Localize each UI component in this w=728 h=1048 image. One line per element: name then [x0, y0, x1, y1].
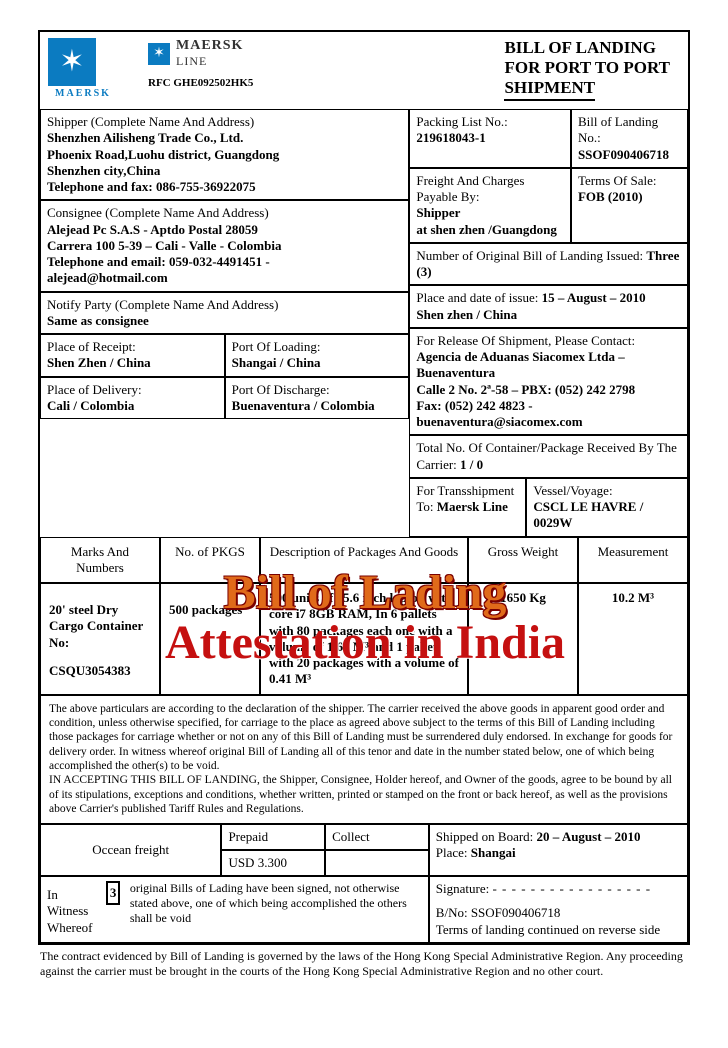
cargo-h3: Description of Packages And Goods: [260, 537, 468, 584]
cargo-pkgs: 500 packages: [160, 583, 260, 695]
left-col: Shipper (Complete Name And Address) Shen…: [40, 109, 409, 537]
cargo-h2: No. of PKGS: [160, 537, 260, 584]
top-grid: Shipper (Complete Name And Address) Shen…: [40, 109, 688, 537]
footer-text: The contract evidenced by Bill of Landin…: [38, 945, 690, 979]
loading-cell: Port Of Loading: Shangai / China: [225, 334, 410, 377]
trans-cell: For Transshipment To: Maersk Line: [409, 478, 526, 537]
doc-title: BILL OF LANDING FOR PORT TO PORT SHIPMEN…: [504, 38, 680, 101]
occean-cell: Occean freight: [40, 824, 221, 877]
document: ✶ MAERSK ✶ MAERSK LINE RFC GHE092502HK5 …: [0, 0, 728, 999]
collect-hdr: Collect: [325, 824, 429, 850]
cargo-h1: Marks And Numbers: [40, 537, 160, 584]
collect-empty: [325, 850, 429, 876]
issue-cell: Place and date of issue: 15 – August – 2…: [409, 285, 688, 328]
usd-cell: USD 3.300: [221, 850, 325, 876]
release-cell: For Release Of Shipment, Please Contact:…: [409, 328, 688, 436]
totcont-cell: Total No. Of Container/Package Received …: [409, 435, 688, 478]
cargo-desc: 500 units of 15.6 inch laptop with core …: [260, 583, 468, 695]
star-icon-small: ✶: [153, 45, 165, 62]
cargo-meas: 10.2 M³: [578, 583, 688, 695]
maersk-logo-left: ✶ MAERSK: [48, 38, 118, 99]
star-icon: ✶: [59, 47, 84, 77]
form-border: ✶ MAERSK ✶ MAERSK LINE RFC GHE092502HK5 …: [38, 30, 690, 945]
header: ✶ MAERSK ✶ MAERSK LINE RFC GHE092502HK5 …: [40, 32, 688, 109]
discharge-cell: Port Of Discharge: Buenaventura / Colomb…: [225, 377, 410, 420]
tos-cell: Terms Of Sale: FOB (2010): [571, 168, 688, 243]
receipt-cell: Place of Receipt: Shen Zhen / China: [40, 334, 225, 377]
consignee-cell: Consignee (Complete Name And Address) Al…: [40, 200, 409, 291]
cargo-marks: 20' steel Dry Cargo Container No: CSQU30…: [40, 583, 160, 695]
prepaid-hdr: Prepaid: [221, 824, 325, 850]
witness-count: 3: [106, 881, 120, 905]
bottom-grid: Occean freight Prepaid Collect Shipped o…: [40, 824, 688, 943]
shipper-cell: Shipper (Complete Name And Address) Shen…: [40, 109, 409, 200]
vessel-cell: Vessel/Voyage: CSCL LE HAVRE / 0029W: [526, 478, 688, 537]
notify-cell: Notify Party (Complete Name And Address)…: [40, 292, 409, 335]
cargo-table: Marks And Numbers No. of PKGS Descriptio…: [40, 537, 688, 695]
maersk-line-logo: ✶ MAERSK LINE RFC GHE092502HK5: [118, 38, 288, 89]
shipped-cell: Shipped on Board: 20 – August – 2010 Pla…: [429, 824, 688, 877]
right-col: Packing List No.: 219618043-1 Bill of La…: [409, 109, 688, 537]
orig-cell: Number of Original Bill of Landing Issue…: [409, 243, 688, 286]
freight-cell: Freight And Charges Payable By: Shipper …: [409, 168, 571, 243]
bolno-cell: Bill of Landing No.: SSOF090406718: [571, 109, 688, 168]
brand-text: MAERSK: [48, 88, 118, 99]
brand2-sub: LINE: [176, 54, 243, 69]
cargo-h5: Measurement: [578, 537, 688, 584]
terms-text: The above particulars are according to t…: [40, 695, 688, 824]
witness-cell: In Witness Whereof 3 original Bills of L…: [40, 876, 429, 943]
signature-cell: Signature: - - - - - - - - - - - - - - -…: [429, 876, 688, 943]
packing-cell: Packing List No.: 219618043-1: [409, 109, 571, 168]
rfc-code: RFC GHE092502HK5: [148, 77, 288, 89]
delivery-cell: Place of Delivery: Cali / Colombia: [40, 377, 225, 420]
cargo-h4: Gross Weight: [468, 537, 578, 584]
cargo-gw: 1650 Kg: [468, 583, 578, 695]
brand2-top: MAERSK: [176, 38, 243, 54]
